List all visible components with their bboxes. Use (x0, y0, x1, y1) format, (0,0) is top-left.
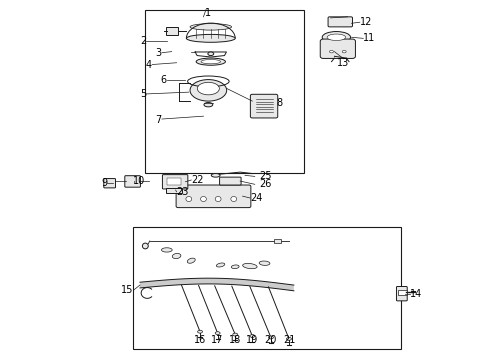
FancyBboxPatch shape (328, 17, 352, 27)
Ellipse shape (200, 197, 206, 202)
Ellipse shape (287, 337, 292, 340)
Ellipse shape (196, 58, 225, 65)
Ellipse shape (190, 24, 232, 30)
Ellipse shape (215, 197, 221, 202)
Text: 19: 19 (246, 335, 258, 345)
Text: 13: 13 (337, 58, 349, 68)
Ellipse shape (197, 82, 220, 95)
Ellipse shape (231, 197, 237, 202)
Text: 2: 2 (140, 36, 147, 46)
Ellipse shape (211, 174, 220, 177)
Text: 25: 25 (260, 171, 272, 181)
Ellipse shape (217, 263, 225, 267)
Ellipse shape (187, 258, 195, 263)
FancyBboxPatch shape (176, 185, 251, 208)
Text: 4: 4 (146, 59, 152, 69)
Ellipse shape (186, 197, 192, 202)
FancyBboxPatch shape (396, 287, 407, 301)
Bar (133, 226, 401, 348)
FancyBboxPatch shape (398, 291, 407, 296)
Ellipse shape (204, 103, 213, 107)
Text: 16: 16 (194, 335, 206, 345)
Polygon shape (140, 278, 294, 291)
FancyBboxPatch shape (125, 176, 141, 187)
Bar (167, 178, 181, 185)
FancyBboxPatch shape (320, 39, 355, 58)
FancyBboxPatch shape (250, 94, 278, 118)
Text: 21: 21 (283, 335, 295, 345)
Ellipse shape (172, 253, 181, 258)
Ellipse shape (233, 333, 238, 336)
Bar (274, 239, 281, 243)
Ellipse shape (190, 80, 227, 101)
FancyBboxPatch shape (162, 175, 188, 189)
Text: 24: 24 (250, 193, 262, 203)
FancyBboxPatch shape (166, 188, 182, 193)
Ellipse shape (197, 330, 202, 333)
Text: 5: 5 (140, 89, 147, 99)
Ellipse shape (208, 52, 214, 55)
FancyBboxPatch shape (104, 179, 116, 188)
Text: 6: 6 (161, 75, 167, 85)
Text: 17: 17 (212, 335, 224, 345)
Ellipse shape (231, 265, 239, 269)
Ellipse shape (327, 34, 345, 41)
Text: 14: 14 (410, 289, 422, 299)
Text: 26: 26 (260, 179, 272, 189)
Text: 11: 11 (363, 33, 375, 43)
Ellipse shape (161, 248, 172, 252)
FancyBboxPatch shape (166, 27, 178, 35)
Text: 8: 8 (277, 98, 283, 108)
Text: 18: 18 (229, 335, 242, 345)
Ellipse shape (243, 264, 257, 269)
Text: 7: 7 (156, 115, 162, 125)
Text: 22: 22 (191, 175, 204, 185)
Text: 12: 12 (360, 17, 372, 27)
FancyBboxPatch shape (220, 177, 241, 185)
Text: 3: 3 (156, 48, 162, 58)
Text: 23: 23 (176, 187, 189, 197)
Ellipse shape (143, 243, 148, 249)
Ellipse shape (330, 50, 333, 53)
Bar (145, 10, 304, 173)
Ellipse shape (322, 32, 350, 43)
Ellipse shape (215, 332, 220, 334)
Text: 20: 20 (265, 335, 277, 345)
Text: 1: 1 (205, 8, 211, 18)
Ellipse shape (201, 59, 220, 64)
Text: 9: 9 (101, 178, 107, 188)
Ellipse shape (186, 35, 235, 42)
Ellipse shape (342, 50, 346, 53)
Text: 15: 15 (121, 285, 134, 295)
Ellipse shape (259, 261, 270, 265)
Ellipse shape (269, 336, 273, 339)
Text: 10: 10 (133, 176, 145, 186)
Ellipse shape (250, 334, 255, 337)
